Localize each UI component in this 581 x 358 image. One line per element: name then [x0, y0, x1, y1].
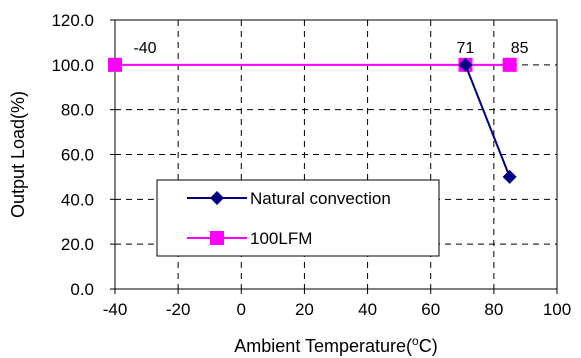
y-tick-label: 60.0	[61, 146, 94, 165]
legend-label: Natural convection	[250, 189, 391, 208]
y-tick-label: 120.0	[51, 11, 94, 30]
diamond-marker	[210, 191, 224, 205]
x-tick-label: 20	[295, 300, 314, 319]
square-marker	[108, 57, 122, 72]
legend: Natural convection 100LFM	[156, 179, 440, 257]
series-100lfm	[108, 57, 517, 72]
legend-box	[156, 179, 440, 257]
series-line	[464, 64, 511, 178]
series	[108, 57, 517, 184]
x-tick-labels: -40 -20 0 20 40 60 80 100	[103, 300, 571, 319]
y-tick-label: 80.0	[61, 101, 94, 120]
diamond-marker	[458, 57, 473, 72]
x-tick-label: -20	[166, 300, 191, 319]
x-tick-label: -40	[103, 300, 128, 319]
x-tick-label: 0	[237, 300, 246, 319]
data-label: 85	[511, 40, 529, 57]
annotations: -40 71 85	[133, 40, 528, 57]
diamond-marker	[502, 169, 517, 184]
y-tick-label: 0.0	[70, 280, 94, 299]
y-tick-labels: 0.0 20.0 40.0 60.0 80.0 100.0 120.0	[51, 11, 94, 299]
y-tick-label: 100.0	[51, 56, 94, 75]
square-marker	[210, 231, 224, 245]
x-tick-label: 80	[484, 300, 503, 319]
legend-label: 100LFM	[250, 229, 312, 248]
y-axis-title: Output Load(%)	[8, 91, 28, 218]
data-label: -40	[133, 40, 156, 57]
square-marker	[502, 57, 517, 72]
data-label: 71	[457, 40, 475, 57]
x-tick-label: 40	[358, 300, 377, 319]
series-natural-convection	[458, 57, 517, 184]
y-tick-label: 40.0	[61, 190, 94, 209]
x-tick-label: 60	[421, 300, 440, 319]
x-axis-title: Ambient Temperature(oC)	[234, 334, 437, 356]
x-tick-label: 100	[543, 300, 571, 319]
y-tick-label: 20.0	[61, 235, 94, 254]
